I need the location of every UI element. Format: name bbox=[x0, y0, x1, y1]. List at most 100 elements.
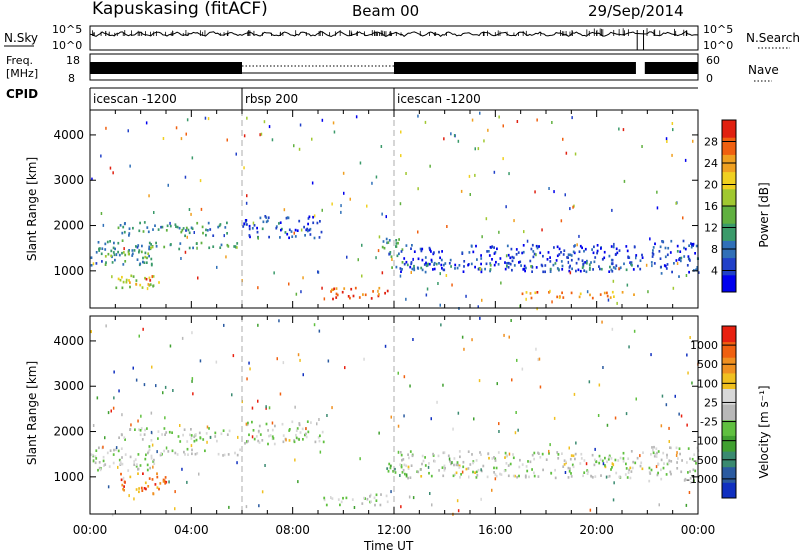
velocity-speckle bbox=[457, 411, 460, 415]
velocity-cell bbox=[424, 456, 426, 459]
power-cell bbox=[128, 279, 130, 282]
power-cell bbox=[487, 250, 490, 253]
power-speckle bbox=[184, 175, 187, 179]
velocity-speckle bbox=[494, 477, 497, 481]
velocity-cell bbox=[369, 495, 371, 498]
velocity-cell bbox=[514, 474, 516, 478]
velocity-speckle bbox=[585, 462, 588, 466]
power-cell bbox=[101, 247, 104, 250]
power-speckle bbox=[207, 117, 210, 121]
power-cell bbox=[372, 290, 374, 293]
power-cell bbox=[614, 267, 617, 270]
power-cell bbox=[151, 245, 154, 249]
velocity-cell bbox=[258, 424, 261, 428]
velocity-data bbox=[90, 316, 700, 517]
velocity-cell bbox=[323, 496, 326, 500]
velocity-cell bbox=[375, 493, 378, 497]
power-cell bbox=[474, 265, 476, 269]
velocity-cell bbox=[161, 433, 163, 436]
power-cell bbox=[512, 256, 515, 260]
velocity-speckle bbox=[174, 507, 176, 511]
power-cell bbox=[652, 249, 654, 252]
velocity-speckle bbox=[440, 323, 442, 327]
power-cell bbox=[584, 261, 586, 264]
velocity-cell bbox=[533, 451, 536, 455]
power-cell bbox=[141, 286, 144, 289]
power-speckle bbox=[578, 234, 580, 238]
velocity-cell bbox=[443, 451, 446, 454]
velocity-speckle bbox=[473, 417, 475, 421]
power-speckle bbox=[180, 137, 183, 141]
power-cell bbox=[581, 259, 584, 262]
velocity-cell bbox=[454, 473, 456, 476]
power-cell bbox=[666, 253, 669, 257]
power-cell bbox=[535, 266, 538, 269]
velocity-cell bbox=[222, 429, 225, 432]
velocity-cell bbox=[187, 453, 189, 456]
power-speckle bbox=[346, 255, 348, 259]
power-cell bbox=[234, 245, 237, 248]
power-cell bbox=[378, 286, 381, 290]
power-cell bbox=[97, 241, 100, 244]
velocity-cell bbox=[618, 475, 621, 479]
velocity-speckle bbox=[152, 465, 154, 469]
velocity-cell bbox=[586, 472, 589, 475]
power-cell bbox=[599, 267, 601, 271]
power-cell bbox=[121, 286, 124, 290]
power-cell bbox=[152, 284, 155, 287]
velocity-speckle bbox=[412, 338, 414, 341]
power-speckle bbox=[665, 137, 668, 141]
power-cell bbox=[591, 296, 594, 300]
power-cell bbox=[378, 293, 380, 296]
x-tick-label: 00:00 bbox=[681, 523, 716, 537]
velocity-speckle bbox=[168, 480, 170, 484]
power-cell bbox=[491, 245, 494, 248]
power-colorbar-segment bbox=[722, 223, 736, 241]
velocity-cell bbox=[109, 449, 112, 452]
velocity-speckle bbox=[403, 414, 405, 418]
power-cell bbox=[138, 250, 140, 254]
power-cell bbox=[603, 256, 606, 260]
power-cell bbox=[294, 235, 297, 238]
power-cell bbox=[114, 247, 116, 251]
power-speckle bbox=[349, 197, 351, 201]
velocity-cell bbox=[488, 456, 490, 460]
power-cell bbox=[166, 224, 169, 228]
power-cell bbox=[104, 248, 107, 251]
power-cell bbox=[508, 262, 511, 265]
velocity-cell bbox=[216, 439, 218, 443]
velocity-speckle bbox=[639, 454, 641, 458]
velocity-cell bbox=[342, 496, 344, 500]
velocity-speckle bbox=[680, 414, 683, 418]
velocity-cell bbox=[504, 451, 507, 455]
velocity-cell bbox=[594, 475, 597, 478]
power-speckle bbox=[243, 166, 245, 170]
power-cell bbox=[544, 270, 546, 274]
velocity-speckle bbox=[687, 371, 689, 375]
velocity-colorbar-segment bbox=[722, 404, 736, 421]
velocity-cell bbox=[183, 428, 186, 431]
velocity-cell bbox=[137, 472, 139, 475]
velocity-cell bbox=[453, 457, 456, 460]
power-speckle bbox=[564, 193, 566, 197]
velocity-cell bbox=[272, 437, 275, 440]
velocity-speckle bbox=[363, 357, 365, 361]
power-cell bbox=[285, 216, 288, 220]
velocity-cell bbox=[164, 482, 167, 485]
velocity-cell bbox=[574, 457, 576, 461]
velocity-speckle bbox=[510, 319, 512, 322]
power-cell bbox=[155, 245, 158, 248]
power-cell bbox=[192, 246, 194, 250]
power-speckle bbox=[311, 181, 314, 185]
velocity-cell bbox=[676, 467, 679, 470]
power-speckle bbox=[226, 138, 228, 142]
velocity-cell bbox=[144, 457, 147, 461]
power-cell bbox=[127, 252, 130, 256]
velocity-speckle bbox=[397, 450, 400, 454]
power-cell bbox=[207, 221, 210, 225]
velocity-cell bbox=[666, 462, 669, 466]
power-cell bbox=[343, 287, 346, 290]
velocity-cell bbox=[608, 455, 610, 459]
power-cell bbox=[206, 229, 209, 232]
velocity-speckle bbox=[92, 424, 95, 427]
